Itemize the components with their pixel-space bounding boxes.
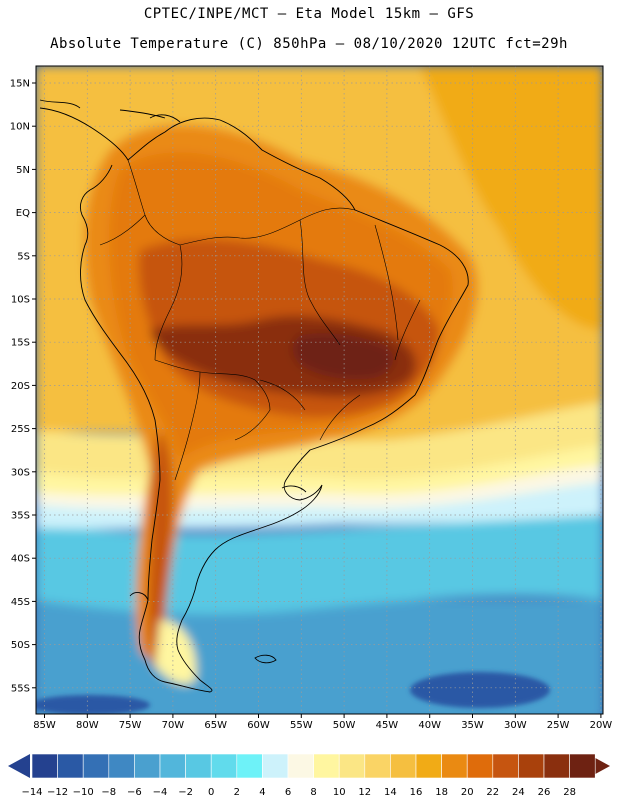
lat-label: 5S	[17, 251, 30, 262]
legend-label: 16	[410, 787, 423, 798]
legend-label: −2	[178, 787, 193, 798]
legend-swatch	[543, 753, 570, 779]
title-line-2: Absolute Temperature (C) 850hPa – 08/10/…	[50, 36, 568, 52]
orange-band-north	[36, 66, 603, 330]
legend-label: 14	[384, 787, 397, 798]
lat-label: 50S	[11, 640, 30, 651]
hot-core-central-brazil	[292, 333, 394, 380]
lon-label: 55W	[290, 720, 313, 731]
legend-swatch	[185, 753, 212, 779]
legend-swatch	[159, 753, 186, 779]
legend-label: 26	[538, 787, 551, 798]
legend-swatch	[262, 753, 289, 779]
lat-label: 35S	[11, 511, 30, 522]
lon-label: 50W	[333, 720, 356, 731]
lat-label: 15S	[11, 338, 30, 349]
temperature-field	[36, 66, 603, 714]
latitude-axis: 15N 10N 5N EQ 5S 10S 15S 20S 25S 30S 35S 40S 45S 50S 5…	[10, 79, 36, 694]
legend-label: 18	[435, 787, 448, 798]
legend-swatch	[338, 753, 366, 779]
legend-swatch	[390, 753, 417, 779]
title-line-1: CPTEC/INPE/MCT – Eta Model 15km – GFS	[143, 6, 475, 22]
lat-label: 45S	[11, 597, 30, 608]
legend-label: 4	[259, 787, 265, 798]
lon-label: 85W	[33, 720, 56, 731]
legend-arrow-left	[8, 754, 30, 778]
legend-label: 22	[486, 787, 499, 798]
legend-swatch	[364, 753, 391, 779]
legend-swatch	[569, 753, 596, 779]
patagonia-pale	[155, 620, 196, 685]
legend-swatch	[441, 753, 468, 779]
legend-label: 28	[563, 787, 576, 798]
lon-label: 25W	[547, 720, 570, 731]
legend-swatch	[236, 753, 263, 779]
legend-swatch	[492, 753, 519, 779]
legend-swatch	[415, 753, 442, 779]
legend-swatch	[287, 753, 314, 779]
legend-label: −6	[127, 787, 142, 798]
legend-label: 10	[333, 787, 346, 798]
lon-label: 75W	[119, 720, 142, 731]
deep-cold-spot-east	[410, 672, 550, 708]
legend-swatch	[210, 753, 238, 779]
lat-label: 10S	[11, 295, 30, 306]
legend-label: 20	[461, 787, 474, 798]
lat-label: 15N	[10, 79, 30, 90]
legend-label: 0	[208, 787, 214, 798]
lon-label: 20W	[590, 720, 613, 731]
legend-swatch	[313, 753, 340, 779]
legend-label: 24	[512, 787, 525, 798]
legend-label: 12	[358, 787, 371, 798]
lat-label: 40S	[11, 554, 30, 565]
color-legend: −14 −12 −10 −8 −6 −4 −2 0 2 4 6 8 10 12 14 16 18 20 22 24 26…	[8, 753, 610, 798]
lon-label: 45W	[376, 720, 399, 731]
legend-swatch	[57, 753, 84, 779]
lat-label: EQ	[16, 208, 30, 219]
legend-label: −4	[153, 787, 168, 798]
grid-lines	[36, 66, 603, 714]
map-frame	[35, 65, 604, 715]
lon-label: 60W	[247, 720, 270, 731]
country-borders	[99, 159, 421, 481]
andes-warm-strip	[147, 430, 173, 670]
legend-label: 6	[285, 787, 291, 798]
lon-label: 65W	[204, 720, 227, 731]
lon-label: 80W	[76, 720, 99, 731]
lon-label: 70W	[162, 720, 185, 731]
lon-label: 40W	[418, 720, 441, 731]
legend-label: 2	[234, 787, 240, 798]
legend-label: 8	[310, 787, 316, 798]
legend-swatch	[108, 753, 135, 779]
deep-cold-spot-west	[36, 695, 150, 714]
legend-swatch	[134, 753, 161, 779]
legend-swatch	[82, 753, 110, 779]
legend-swatch	[466, 753, 494, 779]
lat-label: 30S	[11, 467, 30, 478]
lat-label: 10N	[10, 122, 30, 133]
legend-label: −14	[21, 787, 42, 798]
coastline	[39, 99, 469, 693]
lat-label: 25S	[11, 424, 30, 435]
lat-label: 55S	[11, 683, 30, 694]
legend-label: −8	[101, 787, 116, 798]
longitude-axis: 85W 80W 75W 70W 65W 60W 55W 50W 45W 40W 35W 30W 25W 2…	[33, 714, 612, 731]
legend-label: −12	[47, 787, 68, 798]
lon-label: 30W	[504, 720, 527, 731]
legend-swatch	[518, 753, 545, 779]
legend-label: −10	[73, 787, 94, 798]
lat-label: 20S	[11, 381, 30, 392]
lat-label: 5N	[16, 165, 30, 176]
lon-label: 35W	[461, 720, 484, 731]
light-ocean-band	[36, 505, 603, 615]
legend-swatch	[31, 753, 58, 779]
